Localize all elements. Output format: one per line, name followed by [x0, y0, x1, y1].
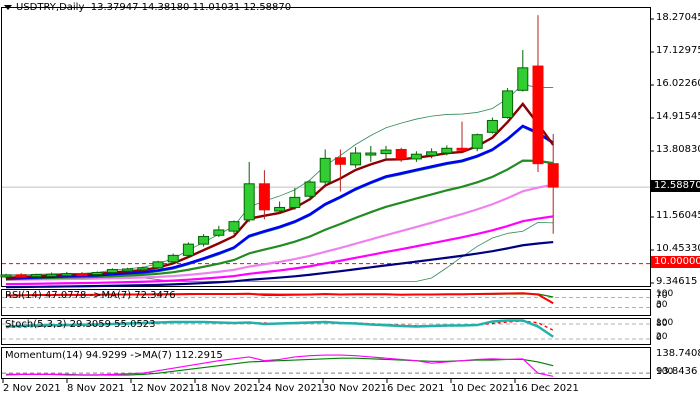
candle [304, 180, 316, 200]
candle [532, 15, 544, 172]
rsi-tick: 0 [656, 301, 662, 311]
candle [334, 149, 346, 192]
candle [228, 220, 240, 235]
current-price-badge: 12.58870 [651, 180, 700, 192]
price-tick: 11.56045 [656, 210, 700, 221]
price-tick: 10.45330 [656, 243, 700, 254]
candle [365, 145, 377, 162]
momentum-tick: 100 [656, 367, 674, 377]
candle [502, 87, 514, 119]
stoch-label: Stoch(5,3,3) 29.3059 55.0523 [5, 319, 156, 330]
symbol-label: USDTRY,Daily [16, 2, 85, 13]
candle [137, 266, 149, 271]
panel-frames [1, 7, 651, 379]
rsi-label: RSI(14) 47.0778 ->MA(7) 72.3476 [5, 290, 176, 301]
date-tick: 18 Nov 2021 [195, 383, 260, 394]
candle [350, 147, 362, 168]
candle [167, 253, 179, 264]
candle [486, 117, 498, 134]
price-tick: 18.27045 [656, 12, 700, 23]
candle [471, 133, 483, 152]
price-tick: 9.34615 [656, 276, 698, 287]
rsi-tick: 30 [656, 300, 668, 310]
candle [91, 271, 103, 276]
candle [30, 273, 42, 278]
candle [517, 50, 529, 92]
date-tick: 8 Nov 2021 [67, 383, 125, 394]
candle [426, 148, 438, 159]
axis-ticks [2, 18, 654, 383]
price-tick: 13.80830 [656, 144, 700, 155]
candle [380, 145, 392, 159]
candle [122, 267, 134, 272]
candle [152, 260, 164, 269]
date-tick: 16 Dec 2021 [515, 383, 579, 394]
momentum-tick: 138.7408 [656, 348, 700, 359]
stoch-plot [2, 319, 650, 340]
price-tick: 14.91545 [656, 111, 700, 122]
stoch-tick: 20 [656, 332, 668, 342]
ohlc-values: 13.37947 14.38180 11.01031 12.58870 [90, 2, 292, 13]
stoch-tick: 0 [656, 333, 662, 343]
candle [46, 272, 58, 277]
momentum-tick: 93.8436 [656, 366, 698, 377]
date-tick: 2 Nov 2021 [3, 383, 61, 394]
momentum-plot [2, 354, 650, 377]
momentum-label: Momentum(14) 94.9299 ->MA(7) 112.2915 [5, 350, 223, 361]
candle [61, 271, 73, 277]
candle [410, 151, 422, 162]
rsi-tick: 70 [656, 291, 668, 301]
stoch-tick: 100 [656, 318, 674, 328]
price-plot [0, 15, 650, 289]
candle [76, 271, 88, 277]
date-tick: 10 Dec 2021 [451, 383, 515, 394]
date-tick: 6 Dec 2021 [387, 383, 445, 394]
date-tick: 24 Nov 2021 [259, 383, 324, 394]
price-tick: 17.12975 [656, 45, 700, 56]
candle [258, 170, 270, 220]
candle [289, 187, 301, 210]
chart-header: USDTRY,Daily 13.37947 14.38180 11.01031 … [4, 2, 291, 13]
candle [198, 234, 210, 247]
candle [395, 147, 407, 162]
candle [106, 268, 118, 274]
candle [441, 145, 453, 156]
rsi-tick: 100 [656, 289, 674, 299]
price-tick: 16.02260 [656, 78, 700, 89]
date-tick: 12 Nov 2021 [131, 383, 196, 394]
candle [213, 225, 225, 238]
candle [0, 273, 12, 279]
stoch-tick: 80 [656, 319, 668, 329]
rsi-plot [2, 292, 650, 308]
level-badge: 10.00000 [651, 256, 700, 268]
candle [15, 273, 27, 278]
candle [243, 161, 255, 223]
candle [547, 134, 559, 234]
candle [182, 242, 194, 258]
candle [319, 149, 331, 187]
candle [274, 201, 286, 214]
collapse-triangle-icon[interactable] [4, 4, 12, 10]
candle [456, 121, 468, 152]
date-tick: 30 Nov 2021 [323, 383, 388, 394]
